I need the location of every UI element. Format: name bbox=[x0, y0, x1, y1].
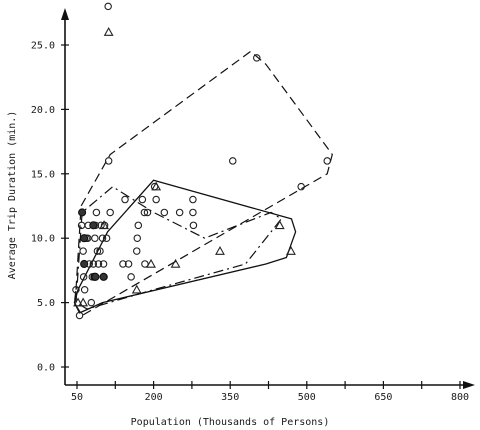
x-tick-label: 650 bbox=[374, 392, 392, 403]
filled-circle-point bbox=[99, 272, 108, 281]
circle-point bbox=[72, 285, 80, 294]
triangle-point bbox=[286, 245, 296, 255]
y-tick-label: 25.0 bbox=[31, 41, 55, 52]
circle-point bbox=[91, 234, 99, 242]
y-tick-label: 10.0 bbox=[31, 234, 55, 245]
triangle-point bbox=[170, 258, 181, 268]
circle-point bbox=[121, 195, 129, 204]
triangle-point bbox=[78, 297, 89, 307]
circle-point bbox=[124, 260, 133, 268]
x-tick-label: 800 bbox=[451, 392, 469, 403]
y-tick-label: 20.0 bbox=[31, 105, 55, 116]
y-tick-labels: 0.0 5.0 10.0 15.0 20.0 25.0 bbox=[31, 41, 55, 374]
circle-point bbox=[141, 260, 149, 268]
triangle-point bbox=[73, 297, 83, 307]
x-tick-label: 50 bbox=[71, 392, 83, 403]
circle-point bbox=[102, 234, 111, 242]
triangle-point bbox=[103, 26, 114, 36]
filled-circle-point bbox=[78, 208, 87, 217]
circle-point bbox=[133, 234, 142, 242]
circle-point bbox=[127, 273, 135, 281]
triangle-point bbox=[131, 284, 142, 294]
triangle-point bbox=[274, 220, 285, 230]
axes bbox=[61, 8, 475, 389]
y-tick-label: 5.0 bbox=[37, 298, 55, 309]
x-tick-label: 350 bbox=[221, 392, 239, 403]
filled-circle-point bbox=[91, 272, 100, 281]
circle-point bbox=[134, 221, 143, 230]
circle-point bbox=[92, 208, 101, 217]
circle-point bbox=[323, 157, 331, 165]
circle-point bbox=[94, 260, 103, 268]
x-tick-label: 500 bbox=[298, 392, 316, 403]
circle-point bbox=[98, 234, 107, 242]
circle-point bbox=[132, 247, 141, 255]
circle-point bbox=[253, 54, 261, 62]
envelopes bbox=[73, 50, 333, 317]
data-points bbox=[72, 2, 331, 320]
circle-point bbox=[229, 157, 237, 165]
envelope-dash-dot bbox=[75, 186, 282, 310]
circle-point bbox=[119, 260, 127, 268]
y-axis-arrow bbox=[61, 8, 69, 20]
circle-point bbox=[104, 2, 112, 11]
circle-point bbox=[79, 247, 87, 255]
filled-circle-point bbox=[80, 234, 89, 243]
triangle-point bbox=[99, 220, 110, 230]
circle-point bbox=[140, 208, 149, 217]
circle-point bbox=[189, 195, 197, 204]
circle-point bbox=[189, 208, 197, 217]
circle-point bbox=[80, 285, 89, 294]
filled-circle-point bbox=[89, 221, 98, 230]
circle-point bbox=[96, 247, 104, 255]
envelope-solid bbox=[73, 179, 297, 314]
circle-point bbox=[175, 208, 184, 217]
circle-point bbox=[189, 221, 198, 230]
filled-circle-point bbox=[80, 259, 89, 269]
triangle-point bbox=[215, 245, 225, 255]
triangle-point bbox=[146, 258, 156, 268]
circle-point bbox=[143, 208, 152, 217]
circle-point bbox=[99, 260, 108, 268]
circle-point bbox=[79, 273, 88, 281]
circle-point bbox=[160, 208, 169, 217]
circle-point bbox=[75, 311, 84, 320]
x-tick-label: 200 bbox=[145, 392, 163, 403]
circle-point bbox=[106, 208, 114, 217]
x-axis-label: Population (Thousands of Persons) bbox=[131, 417, 330, 428]
circle-point bbox=[93, 247, 102, 255]
circle-point bbox=[297, 182, 305, 191]
circle-point bbox=[152, 195, 160, 204]
y-tick-label: 0.0 bbox=[37, 363, 55, 374]
x-axis-arrow bbox=[463, 381, 475, 389]
circle-point bbox=[87, 298, 96, 307]
y-axis-label: Average Trip Duration (min.) bbox=[7, 111, 18, 280]
circle-point bbox=[138, 195, 147, 204]
circle-point bbox=[89, 260, 98, 268]
x-tick-labels: 50 200 350 500 650 800 bbox=[71, 392, 469, 403]
y-tick-label: 15.0 bbox=[31, 169, 55, 180]
triangle-point bbox=[151, 181, 162, 191]
circle-point bbox=[104, 157, 113, 165]
